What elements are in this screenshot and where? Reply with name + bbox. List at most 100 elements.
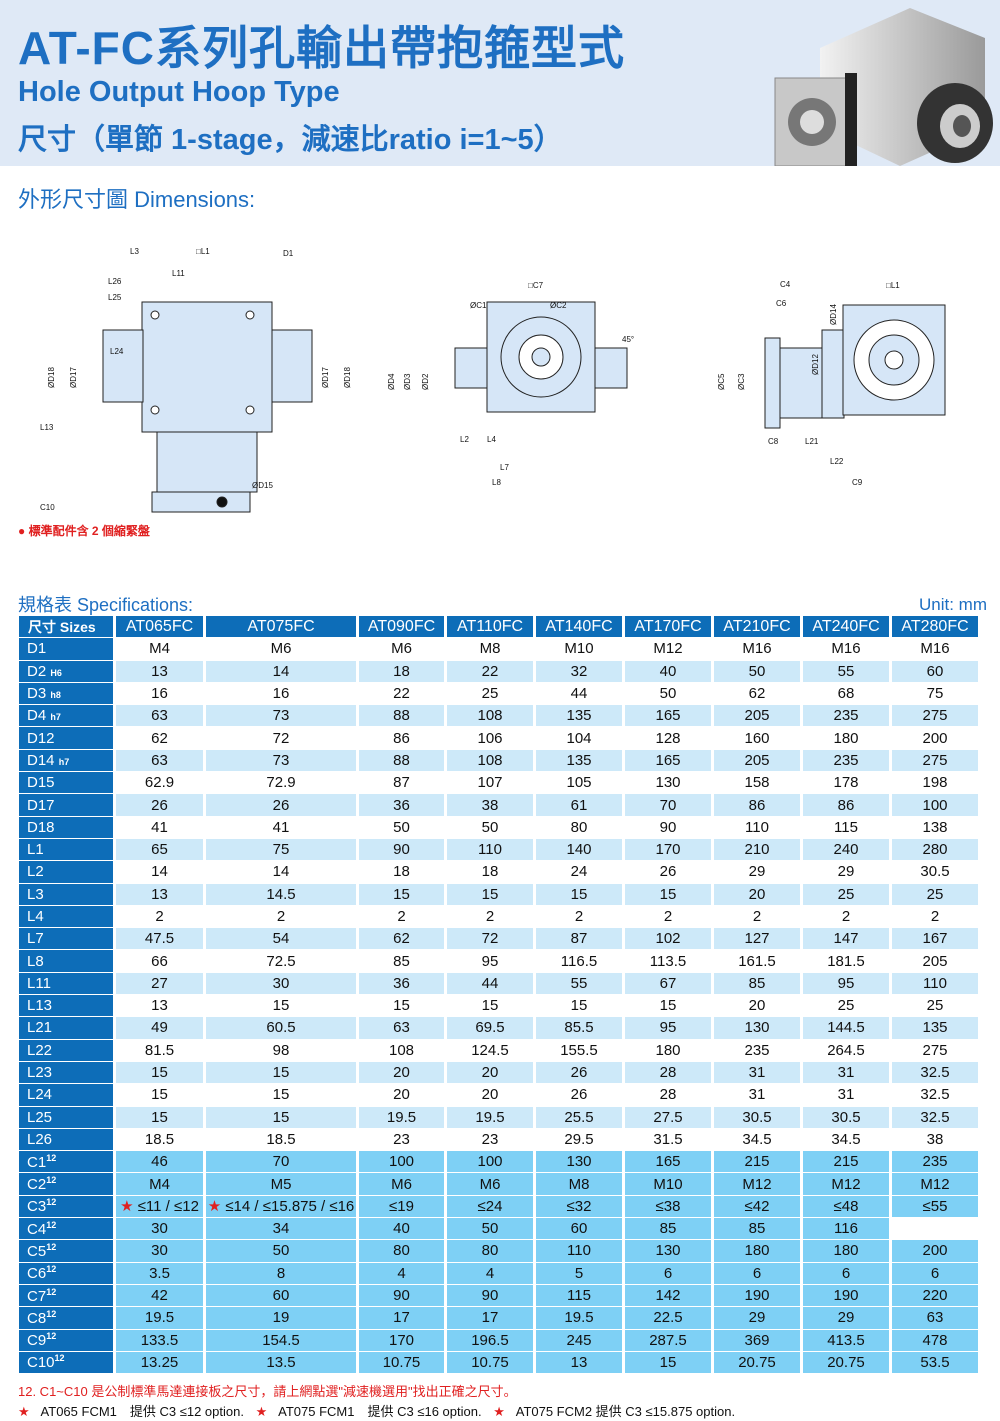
table-cell: 280 xyxy=(892,838,978,861)
column-header-model: AT110FC xyxy=(447,616,533,638)
table-row: L24 15 15 20 20 26 28 31 31 32.5 xyxy=(19,1084,978,1106)
table-cell: 13 xyxy=(116,883,203,905)
table-cell: 90 xyxy=(359,838,444,861)
footnote-ref: 12 xyxy=(46,1197,57,1208)
row-label: D18 xyxy=(19,816,113,838)
table-cell: 127 xyxy=(714,928,800,950)
table-cell: 54 xyxy=(206,928,356,950)
label-c3: ØC3 xyxy=(737,373,746,390)
table-cell: 30 xyxy=(116,1218,203,1240)
star-icon: ★ xyxy=(18,1404,30,1419)
footnote-ref: 12 xyxy=(46,1331,57,1342)
table-cell: 25 xyxy=(837,997,855,1015)
label-c4: C4 xyxy=(780,280,791,289)
table-cell: 13 xyxy=(116,660,203,682)
table-cell: 5 xyxy=(536,1262,622,1284)
label-angle: 45° xyxy=(622,335,634,344)
table-cell: 29 xyxy=(803,1307,889,1329)
table-cell: M12 xyxy=(892,1173,978,1195)
label-c1: ØC1 xyxy=(470,301,487,310)
spec-table: 尺寸 Sizes AT065FC AT075FC AT090FC AT110FC AT14… xyxy=(16,615,981,1374)
row-label-name: C6 xyxy=(27,1265,47,1283)
table-cell: 31 xyxy=(837,1086,855,1104)
table-cell: 87 xyxy=(393,774,410,792)
table-cell: 100 xyxy=(359,1151,444,1173)
table-cell: 102 xyxy=(625,928,711,950)
table-row: L23 15 15 20 20 26 28 31 31 32.5 xyxy=(19,1061,978,1084)
table-cell: 31.5 xyxy=(653,1130,683,1148)
table-row: D3 h8 16 16 22 25 44 50 62 68 75 xyxy=(19,682,978,705)
table-cell: 36 xyxy=(359,972,444,995)
accessory-note: ● 標準配件含 2 個縮緊盤 xyxy=(18,524,150,538)
row-label: D3 h8 xyxy=(19,682,113,705)
label-c5: ØC5 xyxy=(717,373,726,390)
table-cell: 155.5 xyxy=(560,1041,598,1059)
star-icon: ★ xyxy=(207,1198,222,1216)
dimensions-title: 外形尺寸圖 Dimensions: xyxy=(18,187,256,212)
column-header-model: AT075FC xyxy=(206,616,356,638)
table-cell: ≤24 xyxy=(447,1195,533,1218)
table-cell: 2 xyxy=(663,908,673,925)
row-label: C912 xyxy=(19,1329,113,1351)
table-row: C212 M4 M5 M6 M6 M8 M10 M12 M12 M12 xyxy=(19,1173,978,1195)
table-cell: 158 xyxy=(744,774,770,792)
table-cell: 34.5 xyxy=(831,1130,861,1148)
table-cell: 75 xyxy=(206,838,356,861)
tolerance-mark: H6 xyxy=(50,667,62,678)
table-cell: 62 xyxy=(748,685,766,703)
table-cell: 147 xyxy=(803,928,889,950)
table-cell: 63 xyxy=(116,705,203,727)
table-cell: 14 xyxy=(206,660,356,682)
table-cell: 30.5 xyxy=(920,863,950,881)
table-cell: M16 xyxy=(831,640,861,658)
table-cell: 34 xyxy=(206,1218,356,1240)
label-l2: L2 xyxy=(460,435,469,444)
table-cell: 15 xyxy=(206,1106,356,1128)
row-label-name: D4 xyxy=(27,707,47,725)
row-label-name: L8 xyxy=(27,952,44,970)
label-c8: C8 xyxy=(768,437,779,446)
footnote-ref: 12 xyxy=(46,1175,57,1186)
table-cell: ≤55 xyxy=(892,1195,978,1218)
row-label: C412 xyxy=(19,1218,113,1240)
row-label-name: L3 xyxy=(27,885,44,903)
table-row: L3 13 14.5 15 15 15 15 20 25 25 xyxy=(19,883,978,905)
table-cell: 245 xyxy=(536,1329,622,1351)
specs-title: 規格表 Specifications: xyxy=(18,595,194,615)
row-label-name: D14 xyxy=(27,751,55,769)
table-cell: 130 xyxy=(714,1017,800,1039)
table-cell: 15 xyxy=(536,883,622,905)
table-cell: 110 xyxy=(892,972,978,995)
table-cell: 17 xyxy=(447,1307,533,1329)
table-cell: 66 xyxy=(151,952,168,970)
table-cell: ≤48 xyxy=(803,1195,889,1218)
table-cell: 40 xyxy=(359,1218,444,1240)
table-cell: 95 xyxy=(481,952,499,970)
table-cell: 135 xyxy=(536,749,622,772)
table-cell: 13.5 xyxy=(206,1351,356,1374)
label-d3: ØD3 xyxy=(403,373,412,390)
table-cell: 90 xyxy=(659,818,677,836)
row-label-name: L24 xyxy=(27,1086,53,1104)
table-cell: 18 xyxy=(359,660,444,682)
table-cell: 70 xyxy=(206,1151,356,1173)
footnote-12: 12. C1~C10 是公制標準馬達連接板之尺寸，請上網點選"減速機選用"找出正… xyxy=(18,1384,517,1399)
table-cell: M6 xyxy=(447,1173,533,1195)
row-label-name: C5 xyxy=(27,1242,47,1260)
table-cell: 16 xyxy=(151,685,168,703)
table-cell: 30.5 xyxy=(714,1106,800,1128)
table-cell: 68 xyxy=(837,685,855,703)
table-cell: 20 xyxy=(714,883,800,905)
row-label-name: C7 xyxy=(27,1287,47,1305)
table-cell: 144.5 xyxy=(803,1017,889,1039)
table-cell: 2 xyxy=(155,908,164,925)
table-row: L8 66 72.5 85 95 116.5 113.5 161.5 181.5 205 xyxy=(19,950,978,972)
table-row: D2 H6 13 14 18 22 32 40 50 55 60 xyxy=(19,660,978,682)
row-label: L3 xyxy=(19,883,113,905)
table-cell: 50 xyxy=(481,818,499,836)
row-label-name: L1 xyxy=(27,841,44,859)
table-cell: 108 xyxy=(447,705,533,727)
row-label-name: L2 xyxy=(27,863,44,881)
label-d15: ØD15 xyxy=(252,481,273,490)
table-cell: 15 xyxy=(272,1086,290,1104)
